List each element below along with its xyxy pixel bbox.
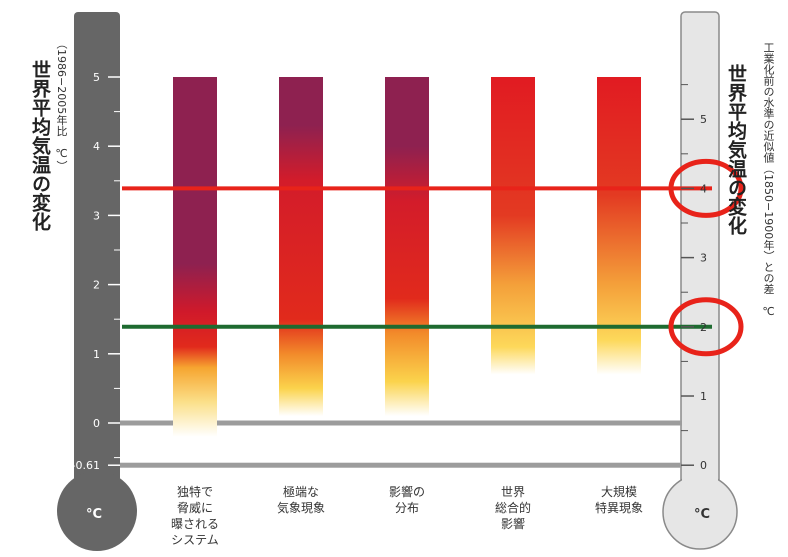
bar-0	[173, 77, 217, 437]
category-label-0: 独特で 脅威に 曝される システム	[170, 485, 219, 547]
left-tick-label-0: 5	[93, 71, 100, 84]
highlight-circle-1	[668, 297, 744, 357]
left-tick-label-3: 2	[93, 279, 100, 292]
right-axis-title: 世界平均気温の変化	[725, 64, 747, 235]
right-tick-label-1: 4	[700, 182, 707, 195]
thermometers	[57, 11, 738, 551]
bar-2	[385, 77, 429, 417]
highlight-circle-0	[668, 158, 744, 218]
category-label-2: 影響の 分布	[388, 485, 425, 515]
right-tick-label-4: 1	[700, 390, 707, 403]
left-axis-sublabel: （1986−2005年比 ℃）	[55, 38, 68, 172]
axis-ticks: 5 4 3 2 1 0 -0.61 5 4 3 2 1 0	[72, 71, 707, 472]
category-label-1: 極端な 気象現象	[276, 485, 325, 515]
right-thermometer-neck	[682, 470, 718, 500]
left-tick-label-2: 3	[93, 209, 100, 222]
left-thermometer-stem	[74, 12, 120, 482]
baselines	[120, 420, 682, 468]
right-tick-label-2: 3	[700, 252, 707, 265]
bars	[173, 77, 641, 437]
left-thermometer-bulb	[57, 471, 137, 551]
right-tick-label-3: 2	[700, 321, 707, 334]
left-tick-label-6: -0.61	[72, 459, 100, 472]
left-tick-label-5: 0	[93, 417, 100, 430]
bar-4	[597, 77, 641, 375]
right-tick-label-0: 5	[700, 113, 707, 126]
left-axis-title: 世界平均気温の変化	[29, 60, 51, 231]
right-tick-label-5: 0	[700, 459, 707, 472]
bar-3	[491, 77, 535, 375]
left-unit-label: °C	[86, 507, 103, 522]
baseline-0	[120, 420, 682, 426]
left-tick-label-4: 1	[93, 348, 100, 361]
baseline-1	[120, 462, 682, 468]
category-label-4: 大規模 特異現象	[594, 485, 643, 515]
right-axis-sublabel: 工業化前の水準の近似値（1850−1900年）との差 ℃	[762, 42, 775, 319]
reference-lines	[122, 158, 744, 357]
right-unit-label: °C	[694, 507, 711, 522]
bar-1	[279, 77, 323, 417]
left-tick-label-1: 4	[93, 140, 100, 153]
category-label-3: 世界 総合的 影響	[494, 485, 531, 531]
